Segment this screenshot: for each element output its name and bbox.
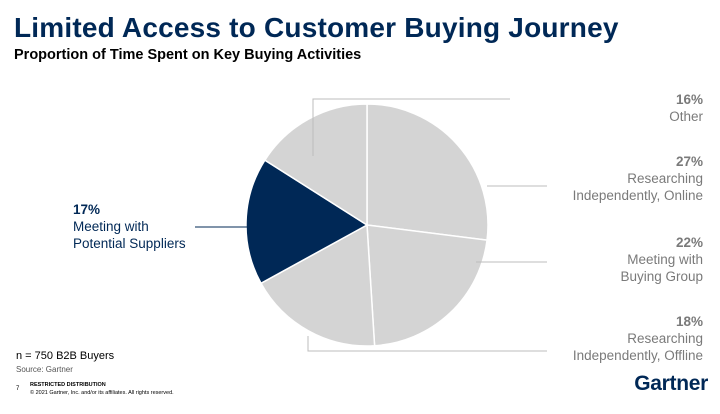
label-buying-group-pct: 22% [675,235,703,250]
label-suppliers-line1: Meeting with [73,219,149,234]
label-online: 27% Researching Independently, Online [573,153,703,204]
label-buying-group-line2: Buying Group [620,269,703,284]
leader-line-offline [307,336,547,352]
pie-slice-meeting-with-potential-suppliers [245,159,369,285]
label-offline-line2: Independently, Offline [572,348,703,363]
label-offline: 18% Researching Independently, Offline [573,313,703,364]
label-offline-line1: Researching [627,331,703,346]
label-buying-group: 22% Meeting with Buying Group [620,234,703,285]
copyright: © 2021 Gartner, Inc. and/or its affiliat… [30,390,174,396]
restricted-label: RESTRICTED DISTRIBUTION [30,382,106,388]
label-other: 16% Other [669,91,703,125]
pie-slice-researching-independently-online [366,103,489,242]
label-suppliers-pct: 17% [73,202,101,217]
leader-line-other [312,98,510,156]
sample-size-note: n = 750 B2B Buyers [16,350,115,362]
label-buying-group-line1: Meeting with [627,252,703,267]
label-suppliers: 17% Meeting with Potential Suppliers [73,201,186,252]
slide-title: Limited Access to Customer Buying Journe… [14,12,619,43]
label-other-pct: 16% [675,92,703,107]
label-online-line1: Researching [627,171,703,186]
pie-slice-meeting-with-buying-group [366,224,488,347]
source-note: Source: Gartner [16,365,73,374]
label-online-pct: 27% [675,154,703,169]
pie-slice-other [263,103,368,227]
label-other-text: Other [669,109,703,124]
pie-slice-researching-independently-offline [259,223,376,347]
label-online-line2: Independently, Online [572,188,703,203]
slide-subtitle: Proportion of Time Spent on Key Buying A… [14,47,362,63]
label-suppliers-line2: Potential Suppliers [73,236,186,251]
gartner-logo: Gartner [634,372,708,395]
label-offline-pct: 18% [675,314,703,329]
page-number: 7 [16,386,20,392]
